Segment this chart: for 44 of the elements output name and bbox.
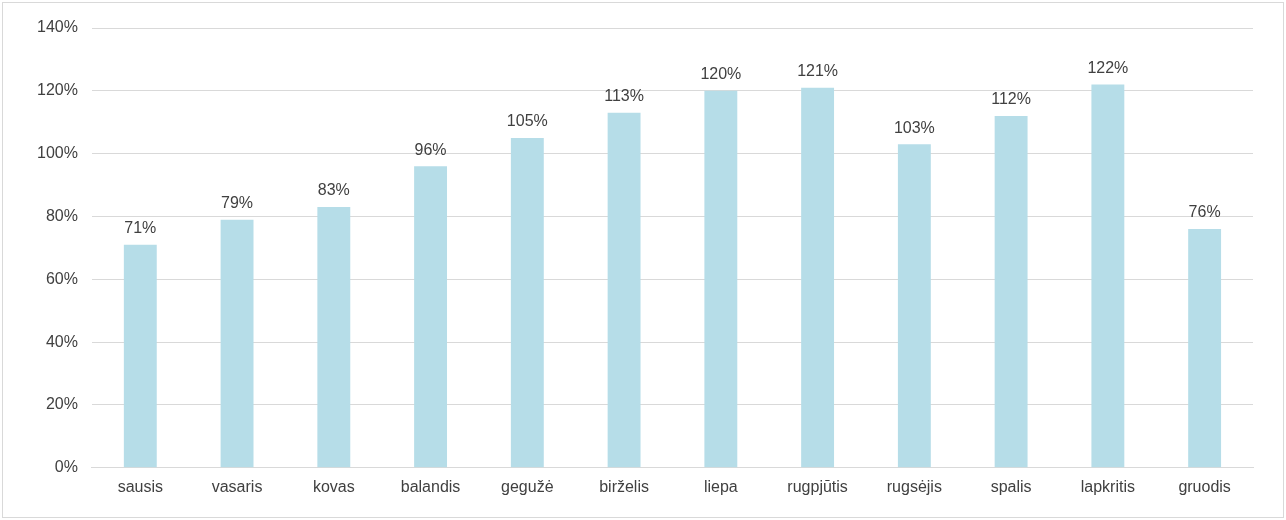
- x-tick-label: rugpjūtis: [787, 477, 848, 495]
- data-label: 76%: [1188, 203, 1221, 221]
- bar: [1091, 84, 1125, 468]
- data-label: 105%: [506, 112, 548, 130]
- data-label: 121%: [797, 62, 839, 80]
- x-tick-label: kovas: [312, 477, 355, 495]
- data-label: 71%: [124, 219, 157, 237]
- bar: [801, 87, 835, 468]
- data-label: 112%: [991, 90, 1031, 108]
- x-tick-label: gruodis: [1178, 477, 1231, 495]
- bar: [897, 144, 931, 468]
- x-tick-label: lapkritis: [1080, 477, 1135, 495]
- x-tick-label: sausis: [117, 477, 163, 495]
- y-tick-label: 100%: [37, 144, 78, 162]
- data-label: 103%: [893, 118, 935, 136]
- y-tick-label: 40%: [45, 332, 78, 350]
- data-label: 96%: [414, 140, 447, 158]
- y-tick-label: 80%: [45, 206, 78, 224]
- x-tick-label: balandis: [400, 477, 461, 495]
- bar: [704, 90, 738, 468]
- y-tick-label: 60%: [45, 269, 78, 287]
- x-tick-label: rugsėjis: [886, 477, 942, 495]
- y-tick-label: 140%: [37, 18, 78, 36]
- data-label: 83%: [317, 181, 350, 199]
- bar: [607, 112, 641, 468]
- x-tick-label: spalis: [990, 477, 1032, 495]
- bar: [317, 207, 351, 468]
- bar: [123, 244, 157, 468]
- data-label: 122%: [1087, 58, 1129, 76]
- data-label: 120%: [700, 65, 742, 83]
- x-tick-label: vasaris: [211, 477, 263, 495]
- x-tick-label: birželis: [599, 477, 649, 495]
- bar: [1188, 229, 1222, 468]
- data-label: 79%: [221, 194, 254, 212]
- y-tick-label: 0%: [54, 458, 78, 476]
- x-tick-label: liepa: [703, 477, 738, 495]
- bar: [220, 219, 254, 468]
- y-tick-label: 20%: [45, 395, 78, 413]
- data-label: 113%: [604, 87, 644, 105]
- bar: [414, 166, 448, 468]
- y-tick-label: 120%: [37, 81, 78, 99]
- bar: [994, 115, 1028, 468]
- bar: [510, 137, 544, 468]
- x-tick-label: gegužė: [501, 477, 554, 495]
